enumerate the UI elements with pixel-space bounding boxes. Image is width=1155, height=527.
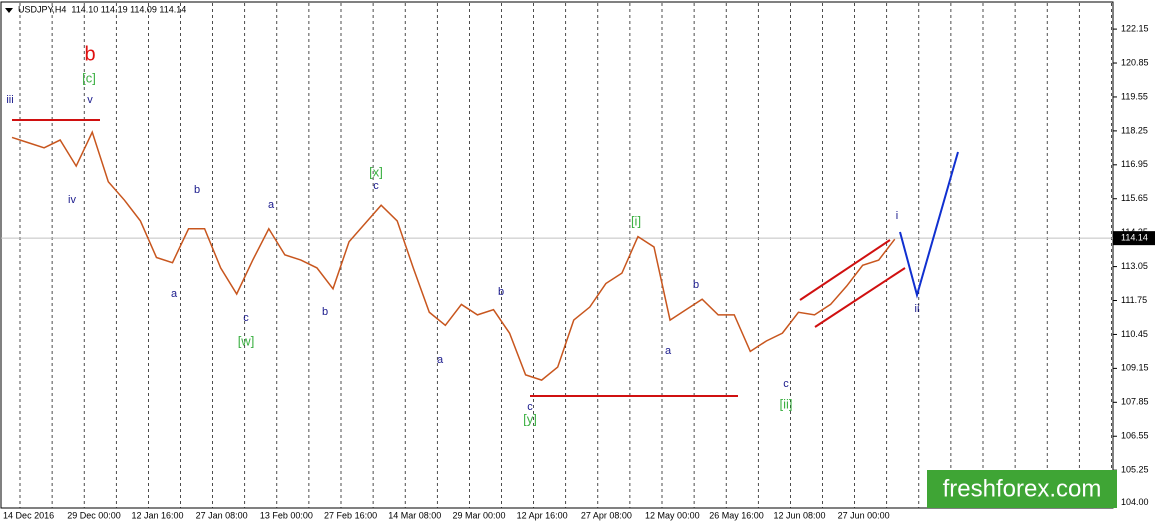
y-tick-label: 122.15 [1121, 23, 1149, 33]
wave-label: [ii] [780, 396, 793, 411]
wave-label: iii [6, 94, 13, 106]
wave-label: b [498, 286, 504, 298]
x-tick-label: 14 Mar 08:00 [388, 510, 441, 520]
y-tick-label: 118.25 [1121, 125, 1148, 135]
wave-label: i [896, 210, 898, 222]
wave-label: a [268, 199, 275, 211]
channel-line [799, 239, 891, 301]
y-tick-label: 113.05 [1121, 261, 1148, 271]
wave-label: [c] [82, 70, 96, 85]
wave-label: b [322, 306, 328, 318]
wave-label: b [194, 184, 200, 196]
y-tick-label: 104.00 [1121, 497, 1149, 507]
y-tick-label: 107.85 [1121, 397, 1149, 407]
forecast-path [899, 151, 959, 299]
wave-label: c [373, 180, 379, 192]
wave-label: b [693, 279, 699, 291]
y-tick-label: 106.55 [1121, 431, 1149, 441]
x-tick-label: 12 Jun 08:00 [773, 510, 825, 520]
wave-label: v [87, 94, 93, 106]
x-tick-label: 27 Apr 08:00 [581, 510, 632, 520]
y-tick-label: 109.15 [1121, 363, 1149, 373]
x-tick-label: 12 May 00:00 [645, 510, 700, 520]
x-tick-label: 29 Mar 00:00 [452, 510, 505, 520]
wave-label: c [783, 378, 789, 390]
wave-label: iv [68, 194, 76, 206]
x-tick-label: 26 May 16:00 [709, 510, 764, 520]
x-tick-label: 29 Dec 00:00 [67, 510, 121, 520]
x-tick-label: 27 Feb 16:00 [324, 510, 377, 520]
y-tick-label: 120.85 [1121, 57, 1149, 67]
watermark-box [927, 470, 1117, 508]
wave-label: ii [915, 303, 920, 315]
channel-line [814, 267, 906, 328]
wave-label: a [437, 354, 444, 366]
y-tick-label: 111.75 [1121, 295, 1147, 305]
wave-label: b [84, 43, 95, 65]
menu-arrow[interactable] [5, 8, 13, 13]
wave-label: c [243, 312, 249, 324]
current-price-label: 114.14 [1121, 233, 1148, 243]
x-tick-label: 27 Jan 08:00 [196, 510, 248, 520]
wave-label: [y] [523, 411, 537, 426]
wave-label: a [665, 345, 672, 357]
y-tick-label: 116.95 [1121, 159, 1148, 169]
x-tick-label: 27 Jun 00:00 [838, 510, 890, 520]
y-tick-label: 115.65 [1121, 193, 1148, 203]
watermark: freshforex.com [943, 475, 1102, 502]
x-tick-label: 13 Feb 00:00 [260, 510, 313, 520]
symbol-header: USDJPY,H4 114.10 114.19 114.09 114.14 [18, 4, 186, 14]
x-tick-label: 12 Jan 16:00 [131, 510, 183, 520]
price-box [1113, 231, 1155, 246]
y-tick-label: 110.45 [1121, 329, 1148, 339]
plot-frame [0, 1, 1114, 509]
y-tick-label: 105.25 [1121, 465, 1149, 475]
x-tick-label: 14 Dec 2016 [3, 510, 54, 520]
wave-label: a [171, 288, 178, 300]
x-tick-label: 12 Apr 16:00 [517, 510, 568, 520]
y-tick-label: 119.55 [1121, 91, 1148, 101]
wave-label: [x] [369, 164, 383, 179]
wave-label: c [527, 401, 533, 413]
price-line [11, 130, 896, 381]
wave-label: [i] [631, 213, 641, 228]
wave-label: [w] [238, 333, 255, 348]
